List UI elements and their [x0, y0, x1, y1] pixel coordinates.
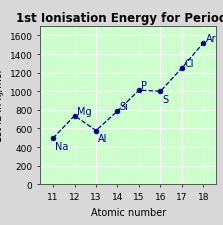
- Text: S: S: [163, 94, 169, 104]
- Text: Na: Na: [55, 141, 68, 151]
- Text: Cl: Cl: [184, 59, 194, 69]
- Text: P: P: [141, 80, 147, 90]
- Text: Mg: Mg: [77, 106, 91, 117]
- Y-axis label: 1st IE in kJ/mol: 1st IE in kJ/mol: [0, 70, 4, 142]
- Title: 1st Ionisation Energy for Period 3: 1st Ionisation Energy for Period 3: [17, 11, 223, 25]
- X-axis label: Atomic number: Atomic number: [91, 207, 166, 216]
- Text: Al: Al: [98, 133, 107, 143]
- Text: Si: Si: [120, 102, 128, 112]
- Text: Ar: Ar: [206, 34, 216, 44]
